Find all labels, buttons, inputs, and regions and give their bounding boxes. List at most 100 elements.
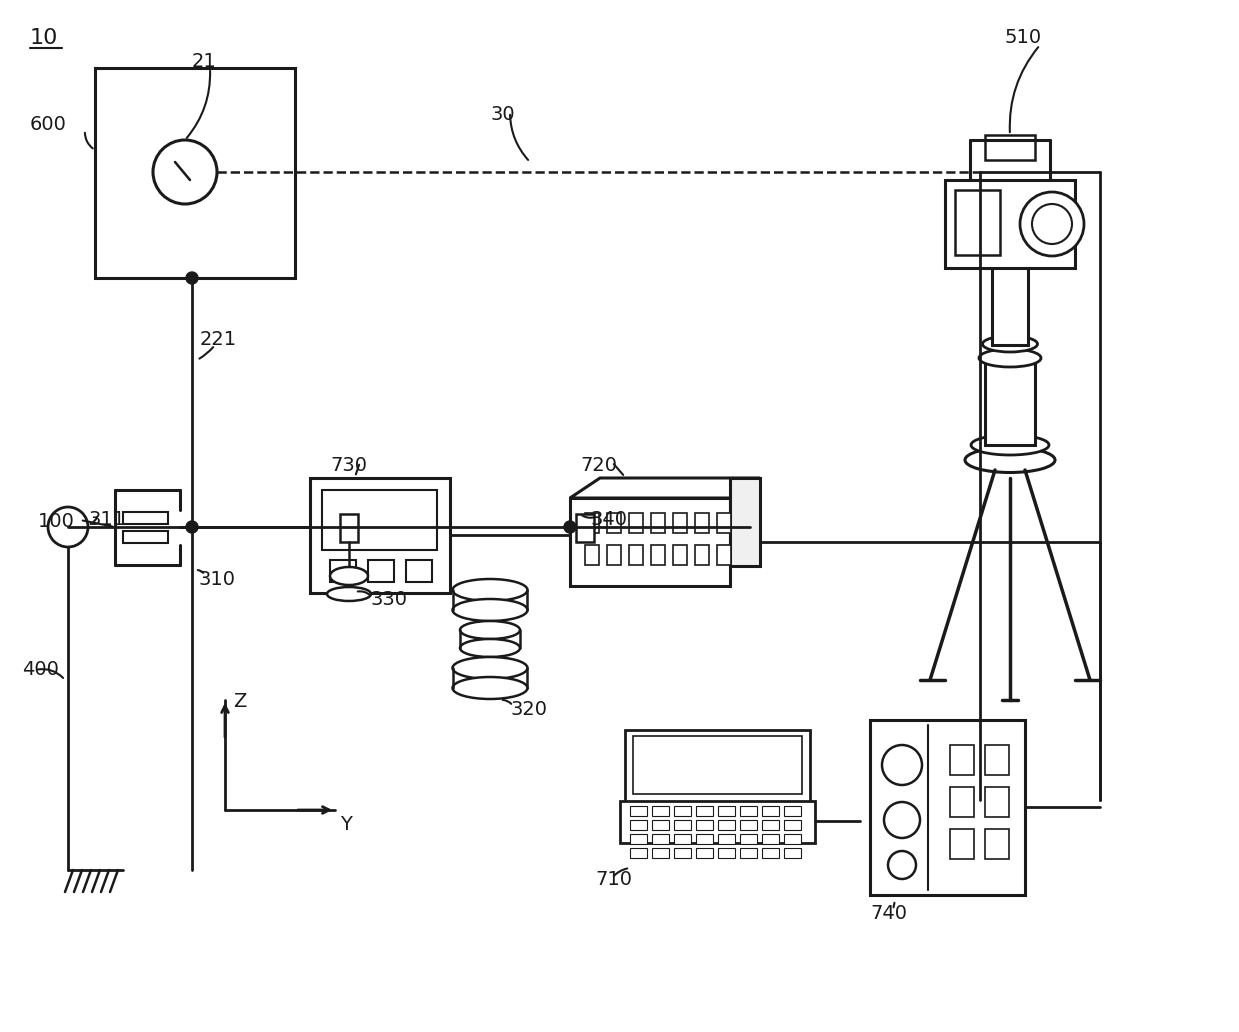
- Bar: [624, 730, 810, 802]
- Ellipse shape: [452, 599, 528, 621]
- Circle shape: [882, 745, 922, 785]
- Bar: [695, 513, 709, 533]
- Bar: [696, 848, 712, 858]
- Bar: [673, 545, 686, 565]
- Bar: [985, 135, 1035, 160]
- Bar: [629, 820, 647, 830]
- Bar: [717, 806, 735, 816]
- Bar: [620, 801, 815, 843]
- Bar: [950, 745, 974, 775]
- Bar: [717, 545, 731, 565]
- Bar: [674, 834, 691, 844]
- Bar: [607, 513, 621, 533]
- Ellipse shape: [460, 639, 520, 657]
- Bar: [985, 745, 1009, 775]
- Circle shape: [186, 272, 198, 284]
- Bar: [673, 513, 686, 533]
- Circle shape: [564, 521, 576, 533]
- Bar: [784, 834, 800, 844]
- Bar: [762, 848, 779, 858]
- Bar: [674, 806, 691, 816]
- Bar: [784, 820, 800, 830]
- Text: 10: 10: [30, 28, 58, 49]
- Bar: [740, 834, 757, 844]
- Ellipse shape: [983, 336, 1037, 352]
- Bar: [123, 531, 169, 543]
- Bar: [762, 834, 779, 844]
- Bar: [762, 820, 779, 830]
- Text: Y: Y: [339, 815, 352, 834]
- Text: 740: 740: [870, 904, 907, 923]
- Bar: [992, 265, 1028, 345]
- Text: 21: 21: [192, 52, 217, 71]
- Bar: [870, 720, 1025, 895]
- Bar: [585, 545, 598, 565]
- Bar: [652, 820, 669, 830]
- Bar: [784, 806, 800, 816]
- Bar: [955, 190, 1000, 255]
- Bar: [629, 545, 643, 565]
- Circle shape: [48, 507, 88, 547]
- Bar: [717, 820, 735, 830]
- Bar: [985, 829, 1009, 859]
- Bar: [762, 806, 779, 816]
- Bar: [585, 513, 598, 533]
- Circle shape: [883, 802, 921, 838]
- Bar: [123, 512, 169, 524]
- Bar: [310, 478, 450, 593]
- Text: 311: 311: [88, 510, 125, 529]
- Text: 510: 510: [1005, 28, 1042, 47]
- Bar: [740, 806, 757, 816]
- Bar: [576, 514, 593, 542]
- Bar: [945, 180, 1075, 268]
- Bar: [650, 513, 665, 533]
- Bar: [717, 513, 731, 533]
- Bar: [95, 68, 295, 278]
- Bar: [650, 545, 665, 565]
- Bar: [740, 820, 757, 830]
- Ellipse shape: [330, 567, 368, 585]
- Ellipse shape: [971, 436, 1049, 455]
- Bar: [629, 834, 647, 844]
- Circle shape: [1032, 204, 1072, 244]
- Ellipse shape: [460, 621, 520, 639]
- Ellipse shape: [452, 677, 528, 699]
- Text: 710: 710: [595, 870, 632, 889]
- Circle shape: [1020, 192, 1084, 256]
- Bar: [950, 787, 974, 817]
- Text: 30: 30: [489, 105, 514, 124]
- Bar: [740, 848, 757, 858]
- Bar: [695, 545, 709, 565]
- Polygon shape: [570, 478, 760, 498]
- Ellipse shape: [452, 579, 528, 601]
- Bar: [629, 848, 647, 858]
- Ellipse shape: [965, 448, 1054, 473]
- Text: 400: 400: [22, 660, 59, 679]
- Bar: [633, 736, 802, 794]
- Bar: [696, 806, 712, 816]
- Bar: [717, 848, 735, 858]
- Bar: [674, 820, 691, 830]
- Bar: [607, 545, 621, 565]
- Circle shape: [888, 851, 916, 879]
- Text: 330: 330: [370, 590, 406, 609]
- Bar: [570, 498, 730, 586]
- Text: 100: 100: [38, 512, 74, 531]
- Bar: [985, 360, 1035, 445]
- Bar: [652, 834, 669, 844]
- Bar: [406, 560, 432, 582]
- Circle shape: [152, 140, 217, 204]
- Bar: [717, 834, 735, 844]
- Bar: [784, 848, 800, 858]
- Circle shape: [186, 521, 198, 533]
- Bar: [696, 834, 712, 844]
- Bar: [322, 490, 437, 550]
- Text: 730: 730: [330, 456, 367, 475]
- Text: Z: Z: [233, 692, 247, 711]
- Text: 310: 310: [198, 570, 235, 589]
- Bar: [339, 514, 358, 542]
- Bar: [696, 820, 712, 830]
- Bar: [629, 806, 647, 816]
- Ellipse shape: [979, 349, 1041, 367]
- Text: 720: 720: [580, 456, 617, 475]
